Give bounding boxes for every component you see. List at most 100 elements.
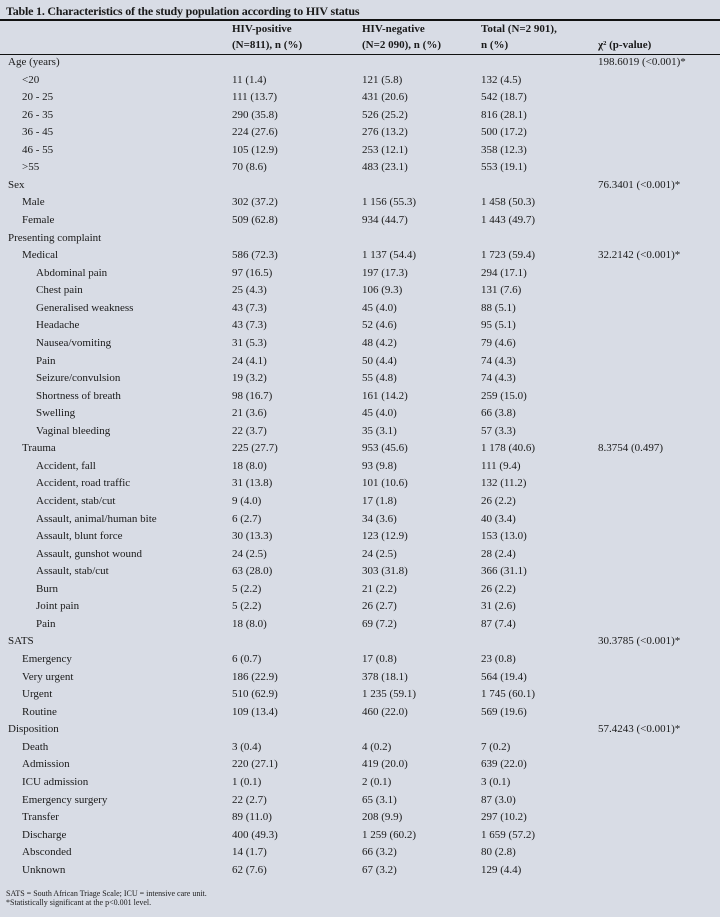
cell-chi-square: 32.2142 (<0.001)*	[598, 249, 681, 262]
cell-hiv-positive: 24 (2.5)	[232, 547, 267, 560]
table-row: Admission 220 (27.1) 419 (20.0) 639 (22.0)	[0, 756, 720, 774]
row-label: Sex	[8, 178, 25, 191]
row-label: Female	[22, 214, 55, 227]
cell-total: 40 (3.4)	[481, 512, 516, 525]
cell-hiv-negative: 934 (44.7)	[362, 214, 408, 227]
row-label: Assault, animal/human bite	[36, 512, 157, 525]
cell-hiv-negative: 378 (18.1)	[362, 670, 408, 683]
cell-total: 74 (4.3)	[481, 354, 516, 367]
cell-hiv-positive: 18 (8.0)	[232, 617, 267, 630]
row-label: Medical	[22, 249, 59, 262]
header-hiv-positive: HIV-positive (N=811), n (%)	[232, 21, 302, 53]
cell-total: 1 458 (50.3)	[481, 196, 536, 209]
cell-total: 500 (17.2)	[481, 126, 527, 139]
cell-total: 553 (19.1)	[481, 161, 527, 174]
cell-hiv-negative: 526 (25.2)	[362, 108, 408, 121]
cell-hiv-positive: 98 (16.7)	[232, 389, 273, 402]
table-row: Emergency 6 (0.7) 17 (0.8) 23 (0.8)	[0, 651, 720, 669]
row-label: Nausea/vomiting	[36, 336, 112, 349]
cell-hiv-positive: 63 (28.0)	[232, 565, 273, 578]
row-label: ICU admission	[22, 775, 89, 788]
cell-hiv-positive: 224 (27.6)	[232, 126, 278, 139]
cell-total: 111 (9.4)	[481, 459, 521, 472]
cell-total: 57 (3.3)	[481, 424, 516, 437]
cell-hiv-positive: 290 (35.8)	[232, 108, 278, 121]
cell-chi-square: 8.3754 (0.497)	[598, 442, 664, 455]
row-label: >55	[22, 161, 40, 174]
cell-hiv-positive: 109 (13.4)	[232, 705, 278, 718]
cell-hiv-negative: 101 (10.6)	[362, 477, 408, 490]
cell-hiv-positive: 302 (37.2)	[232, 196, 278, 209]
cell-hiv-negative: 303 (31.8)	[362, 565, 408, 578]
cell-total: 259 (15.0)	[481, 389, 527, 402]
table-row: Unknown 62 (7.6) 67 (3.2) 129 (4.4)	[0, 862, 720, 880]
row-label: Presenting complaint	[8, 231, 102, 244]
cell-chi-square: 198.6019 (<0.001)*	[598, 56, 686, 68]
row-label: Transfer	[22, 811, 59, 824]
cell-hiv-positive: 31 (5.3)	[232, 336, 267, 349]
row-label: Headache	[36, 319, 80, 332]
cell-hiv-negative: 1 156 (55.3)	[362, 196, 417, 209]
cell-hiv-negative: 121 (5.8)	[362, 73, 403, 86]
table-row: Medical 586 (72.3) 1 137 (54.4) 1 723 (59.4…	[0, 247, 720, 265]
cell-hiv-positive: 5 (2.2)	[232, 600, 262, 613]
table-row: Disposition 57.4243 (<0.001)*	[0, 721, 720, 739]
cell-chi-square: 76.3401 (<0.001)*	[598, 178, 681, 191]
cell-total: 564 (19.4)	[481, 670, 527, 683]
cell-hiv-negative: 483 (23.1)	[362, 161, 408, 174]
row-label: SATS	[8, 635, 34, 648]
cell-hiv-positive: 510 (62.9)	[232, 688, 278, 701]
row-label: 26 - 35	[22, 108, 54, 121]
cell-total: 1 443 (49.7)	[481, 214, 536, 227]
cell-hiv-negative: 161 (14.2)	[362, 389, 408, 402]
cell-total: 31 (2.6)	[481, 600, 516, 613]
table-row: Nausea/vomiting 31 (5.3) 48 (4.2) 79 (4.6)	[0, 335, 720, 353]
cell-hiv-negative: 419 (20.0)	[362, 758, 408, 771]
table-row: Abdominal pain 97 (16.5) 197 (17.3) 294 (17…	[0, 265, 720, 283]
row-label: Trauma	[22, 442, 56, 455]
table-row: Death 3 (0.4) 4 (0.2) 7 (0.2)	[0, 739, 720, 757]
row-label: Emergency surgery	[22, 793, 108, 806]
row-label: Chest pain	[36, 284, 83, 297]
row-label: Male	[22, 196, 45, 209]
row-label: Joint pain	[36, 600, 80, 613]
cell-hiv-positive: 25 (4.3)	[232, 284, 267, 297]
table-row: Headache 43 (7.3) 52 (4.6) 95 (5.1)	[0, 317, 720, 335]
table-row: Vaginal bleeding 22 (3.7) 35 (3.1) 57 (3.3)	[0, 423, 720, 441]
header-rule	[0, 54, 720, 55]
cell-hiv-negative: 26 (2.7)	[362, 600, 397, 613]
table-row: Seizure/convulsion 19 (3.2) 55 (4.8) 74 (4.…	[0, 370, 720, 388]
cell-hiv-positive: 225 (27.7)	[232, 442, 278, 455]
cell-hiv-positive: 43 (7.3)	[232, 301, 267, 314]
row-label: Abdominal pain	[36, 266, 108, 279]
cell-total: 26 (2.2)	[481, 495, 516, 507]
row-label: Accident, stab/cut	[36, 495, 116, 507]
cell-hiv-positive: 220 (27.1)	[232, 758, 278, 771]
cell-hiv-positive: 70 (8.6)	[232, 161, 267, 174]
cell-total: 7 (0.2)	[481, 740, 511, 753]
row-label: Shortness of breath	[36, 389, 121, 402]
header-hiv-negative: HIV-negative (N=2 090), n (%)	[362, 21, 441, 53]
cell-hiv-positive: 22 (3.7)	[232, 424, 267, 437]
cell-total: 79 (4.6)	[481, 336, 516, 349]
cell-hiv-negative: 17 (0.8)	[362, 653, 397, 666]
row-label: 20 - 25	[22, 91, 54, 104]
cell-total: 80 (2.8)	[481, 846, 516, 859]
row-label: Accident, fall	[36, 459, 96, 472]
cell-hiv-positive: 43 (7.3)	[232, 319, 267, 332]
cell-hiv-positive: 6 (0.7)	[232, 653, 262, 666]
cell-total: 639 (22.0)	[481, 758, 527, 771]
cell-total: 23 (0.8)	[481, 653, 516, 666]
cell-hiv-negative: 197 (17.3)	[362, 266, 408, 279]
cell-total: 294 (17.1)	[481, 266, 527, 279]
cell-hiv-positive: 400 (49.3)	[232, 828, 278, 841]
header-line: HIV-negative	[362, 23, 425, 35]
cell-hiv-negative: 45 (4.0)	[362, 301, 397, 314]
cell-hiv-positive: 62 (7.6)	[232, 863, 267, 876]
table-row: Presenting complaint	[0, 230, 720, 248]
cell-total: 95 (5.1)	[481, 319, 516, 332]
table-row: Assault, blunt force 30 (13.3) 123 (12.9) 1…	[0, 528, 720, 546]
cell-total: 153 (13.0)	[481, 530, 527, 543]
table-row: ICU admission 1 (0.1) 2 (0.1) 3 (0.1)	[0, 774, 720, 792]
cell-hiv-negative: 35 (3.1)	[362, 424, 397, 437]
